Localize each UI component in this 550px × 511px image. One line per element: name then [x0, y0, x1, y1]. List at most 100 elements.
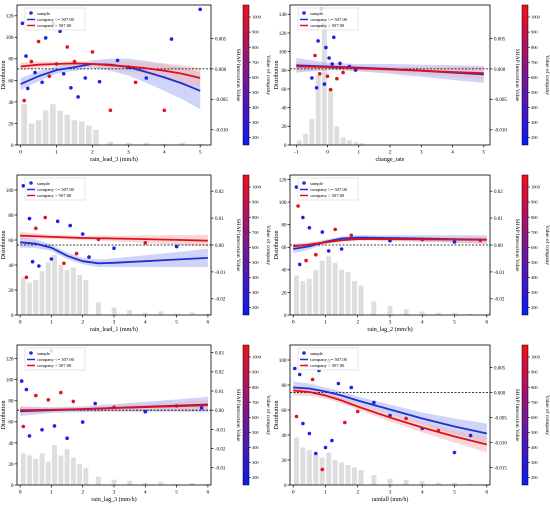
histogram-bar: [52, 255, 57, 315]
legend-box: [297, 7, 359, 31]
right-y-tick-label: 0.01: [215, 390, 224, 395]
legend-low-label: company <= 507.00: [37, 187, 75, 192]
right-y-tick-label: -0.02: [494, 298, 505, 303]
histogram-bar: [93, 129, 99, 145]
sample-point: [304, 258, 308, 263]
x-axis-label: change_rate: [376, 157, 405, 163]
trend-line-high: [20, 404, 208, 412]
sample-point: [65, 436, 69, 441]
colorbar-tick-label: 700: [531, 60, 538, 65]
histogram-bar: [452, 312, 457, 315]
left-axis-title: Distribution: [1, 60, 7, 89]
sample-point: [333, 227, 338, 232]
sample-point: [71, 399, 76, 404]
right-y-tick-label: -0.005: [494, 416, 507, 421]
right-y-tick-label: -0.01: [215, 428, 226, 433]
histogram-bar: [70, 457, 76, 485]
legend-low-label: company <= 507.00: [310, 17, 348, 22]
sample-point: [26, 86, 30, 91]
colorbar-tick-label: 200: [252, 475, 259, 480]
colorbar-tick-label: 600: [252, 75, 259, 80]
left-y-tick-label: 20: [8, 462, 14, 468]
histogram-bar: [313, 455, 319, 485]
right-axis-title: SHAP Interaction Value: [514, 219, 520, 272]
x-tick-label: 5: [175, 320, 178, 326]
x-tick-label: 5: [482, 150, 485, 156]
sample-point: [143, 241, 148, 245]
colorbar-tick-label: 400: [252, 275, 259, 280]
colorbar-tick-label: 600: [531, 245, 538, 250]
colorbar-tick-label: 600: [252, 245, 259, 250]
sample-point: [20, 21, 25, 26]
colorbar-tick-label: 800: [252, 215, 259, 220]
legend-high-label: company > 507.00: [310, 193, 345, 198]
sample-point: [320, 467, 325, 472]
sample-point: [55, 219, 60, 224]
legend-box: [24, 7, 86, 31]
histogram-bar: [334, 126, 340, 145]
colorbar-tick-label: 500: [531, 430, 538, 435]
confidence-band-high: [20, 61, 201, 88]
histogram-bar: [77, 275, 82, 315]
x-tick-label: 3: [420, 150, 423, 156]
histogram-bar: [484, 483, 490, 486]
chart-panel-1: 0 1 2 3 4 5 rain_lead_3 (mm/h) 0 20 40 60 80 100 120 D…: [1, 4, 272, 163]
left-y-tick-label: 0: [284, 313, 287, 319]
left-y-tick-label: 40: [8, 441, 14, 447]
left-y-tick-label: 100: [279, 200, 287, 206]
sample-point: [310, 76, 314, 80]
sample-point: [69, 86, 73, 90]
left-axis-title: Distribution: [1, 230, 7, 259]
sample-point: [317, 72, 322, 76]
sample-point: [24, 54, 28, 58]
histogram-bar: [387, 478, 393, 486]
x-tick-label: 4: [421, 320, 424, 326]
right-y-tick-label: -0.02: [215, 298, 226, 303]
left-y-tick-label: 60: [8, 78, 14, 84]
histogram-bar: [45, 262, 51, 315]
histogram-bar: [352, 467, 357, 485]
histogram-bar: [86, 125, 92, 145]
colorbar-tick-label: 200: [531, 475, 538, 480]
histogram-bar: [332, 263, 338, 315]
histogram-bar: [83, 280, 89, 315]
right-y-tick-label: -0.015: [494, 466, 507, 471]
colorbar-tick-label: 900: [531, 370, 538, 375]
legend-sample-marker: [302, 351, 306, 355]
sample-point: [330, 62, 335, 66]
right-y-tick-label: 0.02: [494, 190, 503, 195]
right-y-tick-label: -0.010: [215, 129, 228, 134]
left-y-tick-label: 100: [6, 35, 14, 41]
histogram-bar: [189, 482, 195, 485]
histogram-bar: [319, 260, 325, 315]
chart-panel-5: 0 1 2 3 4 5 6 rain_lag_3 (mm/h) 0 20 40 60 80 100 120 D…: [1, 344, 272, 503]
x-tick-label: 4: [421, 490, 424, 496]
sample-point: [43, 36, 48, 40]
histogram-bar: [358, 285, 364, 315]
right-y-tick-label: 0.005: [215, 37, 227, 42]
legend-sample-label: sample: [37, 351, 50, 356]
trend-line-low: [293, 386, 487, 435]
legend-high-label: company > 507.00: [37, 193, 72, 198]
x-tick-label: 2: [91, 150, 94, 156]
histogram-bar: [197, 143, 203, 145]
sample-point: [314, 86, 319, 90]
sample-point: [83, 76, 88, 80]
histogram-bar: [64, 114, 71, 145]
left-y-tick-label: 100: [279, 358, 287, 364]
colorbar-tick-label: 800: [252, 45, 259, 50]
sample-point: [40, 80, 44, 85]
left-y-tick-label: 40: [281, 433, 287, 439]
x-tick-label: 3: [127, 150, 130, 156]
colorbar-tick-label: 400: [252, 445, 259, 450]
right-axis-title: SHAP Interaction Value: [235, 389, 241, 442]
histogram-bar: [339, 269, 345, 315]
sample-point: [332, 35, 336, 40]
trend-line-high: [293, 389, 488, 446]
legend-sample-marker: [302, 11, 306, 15]
chart-panel-2: -1 0 1 2 3 4 5 change_rate 0 20 40 60 80 100 120 140 Dis…: [274, 4, 550, 163]
sample-point: [349, 385, 354, 390]
histogram-bar: [33, 458, 39, 485]
histogram-bar: [387, 306, 393, 315]
